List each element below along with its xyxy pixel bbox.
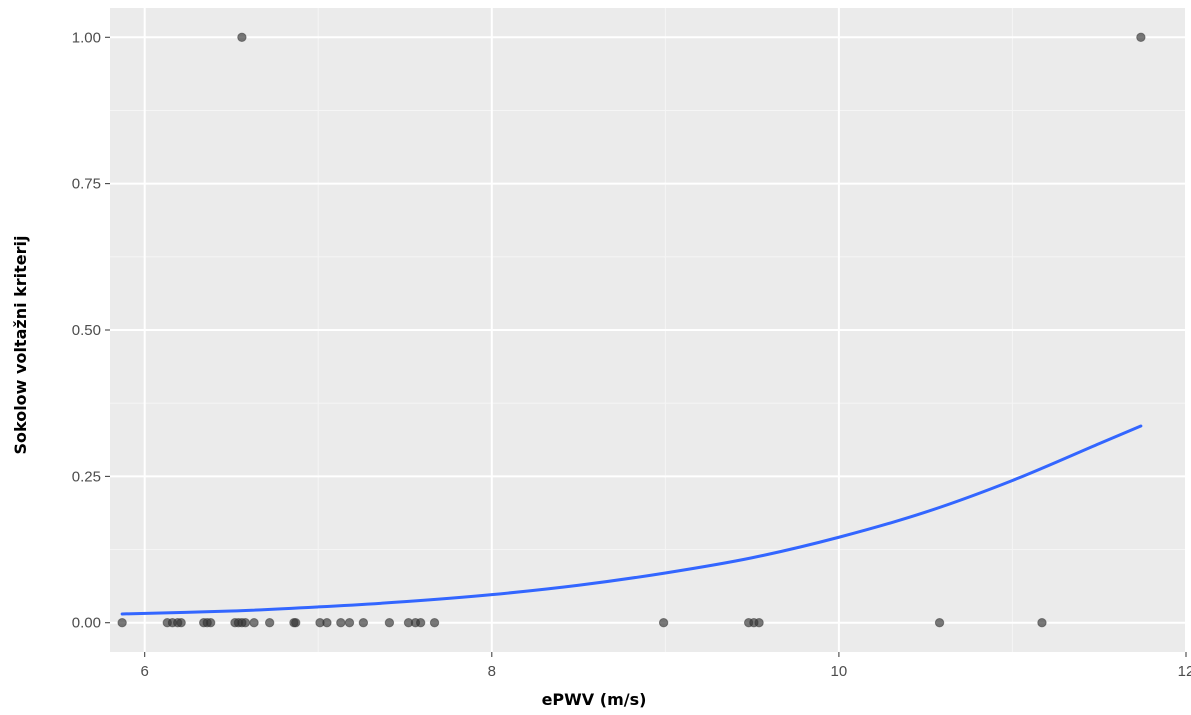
x-tick-label: 10 — [831, 663, 848, 680]
data-point — [1136, 32, 1146, 42]
x-tick-label: 6 — [141, 663, 149, 680]
data-point — [358, 618, 369, 628]
data-point — [336, 618, 346, 628]
data-point — [117, 618, 127, 628]
data-point — [658, 618, 669, 628]
data-point — [934, 618, 945, 628]
fit-line — [120, 424, 1143, 616]
data-point — [290, 618, 301, 628]
major-grid — [110, 8, 1187, 652]
data-point — [237, 32, 247, 42]
data-point — [415, 618, 426, 628]
y-axis-ticks — [105, 36, 110, 624]
y-axis-title: Sokolow voltažni kriterij — [11, 235, 30, 454]
data-point — [249, 618, 259, 628]
scatter-points — [117, 32, 1146, 628]
data-point — [1037, 618, 1047, 628]
y-tick-label: 0.75 — [72, 176, 101, 193]
y-tick-label: 0.50 — [72, 322, 101, 339]
data-point — [322, 618, 332, 628]
data-point — [384, 618, 395, 628]
data-point — [754, 618, 764, 628]
y-tick-label: 1.00 — [72, 29, 101, 46]
data-point — [240, 618, 251, 628]
data-point — [344, 618, 355, 628]
data-point — [205, 618, 216, 628]
y-tick-label: 0.00 — [72, 615, 101, 632]
data-point — [429, 618, 440, 628]
x-axis-title: ePWV (m/s) — [542, 690, 647, 709]
data-point — [176, 618, 186, 628]
x-tick-label: 12 — [1178, 663, 1191, 680]
x-axis-ticks — [144, 652, 1187, 657]
x-axis-tick-labels: 6 8 10 12 — [141, 663, 1191, 680]
y-tick-label: 0.25 — [72, 468, 101, 485]
data-point — [264, 618, 275, 628]
fit-line-layer — [120, 424, 1143, 616]
y-axis-tick-labels: 0.00 0.25 0.50 0.75 1.00 — [72, 29, 101, 631]
x-tick-label: 8 — [488, 663, 496, 680]
